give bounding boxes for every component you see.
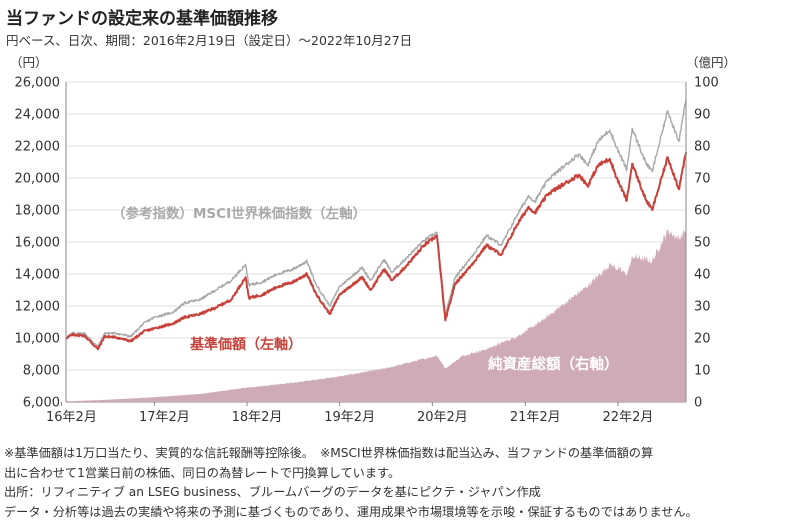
x-axis-tick-label: 21年2月: [510, 410, 561, 425]
nav-annotation: 基準価額（左軸）: [190, 336, 302, 353]
right-axis-tick-label: 30: [694, 300, 711, 315]
right-axis-tick-label: 40: [694, 268, 711, 283]
x-axis-tick-label: 18年2月: [232, 410, 283, 425]
left-axis-unit: （円）: [10, 55, 48, 70]
x-axis-tick-label: 20年2月: [417, 410, 468, 425]
left-axis-tick-label: 20,000: [15, 172, 61, 187]
annotation-layer: （参考指数）MSCI世界株価指数（左軸） 基準価額（左軸） 純資産総額（右軸）: [112, 205, 619, 373]
left-axis-tick-label: 10,000: [15, 332, 61, 347]
net-assets-annotation: 純資産総額（右軸）: [488, 355, 619, 373]
axis-layer: 6,000 0 8,000 10 10,000 20 12,000 30 14,000 40 16,…: [15, 76, 719, 426]
x-axis-tick-label: 17年2月: [139, 410, 190, 425]
right-axis-tick-label: 90: [694, 108, 711, 123]
left-axis-tick-label: 14,000: [15, 268, 61, 283]
fund-nav-chart: 6,000 0 8,000 10 10,000 20 12,000 30 14,000 40 16,…: [15, 76, 719, 426]
chart-title: 当ファンドの設定来の基準価額推移: [6, 9, 278, 29]
footnote-line: 出所：リフィニティブ an LSEG business、ブルームバーグのデータを…: [4, 485, 541, 499]
footnote-line: データ・分析等は過去の実績や将来の予測に基づくものであり、運用成果や市場環境等を…: [4, 504, 698, 519]
right-axis-tick-label: 50: [694, 236, 711, 251]
x-axis-tick-label: 16年2月: [46, 410, 97, 425]
right-axis-tick-label: 20: [694, 332, 711, 347]
net-assets-area-layer: [66, 228, 686, 402]
left-axis-tick-label: 18,000: [15, 204, 61, 219]
left-axis-tick-label: 16,000: [15, 236, 61, 251]
left-axis-tick-label: 6,000: [23, 396, 60, 411]
msci-index-line: [65, 99, 687, 348]
footnote-line: 出に合わせて1営業日前の株価、同日の為替レートで円換算しています。: [4, 465, 401, 480]
footnote-line: ※基準価額は1万口当たり、実質的な信託報酬等控除後。 ※MSCI世界株価指数は配…: [4, 446, 654, 460]
right-axis-unit: （億円）: [686, 55, 737, 70]
msci-index-annotation: （参考指数）MSCI世界株価指数（左軸）: [112, 205, 366, 222]
x-axis-tick-label: 19年2月: [324, 410, 375, 425]
chart-grid: [66, 81, 686, 403]
right-axis-tick-label: 10: [694, 364, 711, 379]
net-assets-area: [66, 228, 686, 402]
right-axis-tick-label: 100: [694, 76, 719, 91]
right-axis-tick-label: 80: [694, 140, 711, 155]
right-axis-tick-label: 60: [694, 204, 711, 219]
chart-subtitle: 円ベース、日次、期間：2016年2月19日（設定日）～2022年10月27日: [6, 33, 413, 48]
left-axis-tick-label: 8,000: [23, 364, 60, 379]
left-axis-tick-label: 12,000: [15, 300, 61, 315]
right-axis-tick-label: 70: [694, 172, 711, 187]
left-axis-tick-label: 24,000: [15, 108, 61, 123]
nav-line: [65, 152, 687, 351]
x-axis-tick-label: 22年2月: [603, 410, 654, 425]
price-lines-layer: [65, 99, 687, 351]
left-axis-tick-label: 26,000: [15, 76, 61, 91]
footnotes: ※基準価額は1万口当たり、実質的な信託報酬等控除後。 ※MSCI世界株価指数は配…: [4, 444, 792, 522]
right-axis-tick-label: 0: [694, 396, 702, 411]
left-axis-tick-label: 22,000: [15, 140, 61, 155]
